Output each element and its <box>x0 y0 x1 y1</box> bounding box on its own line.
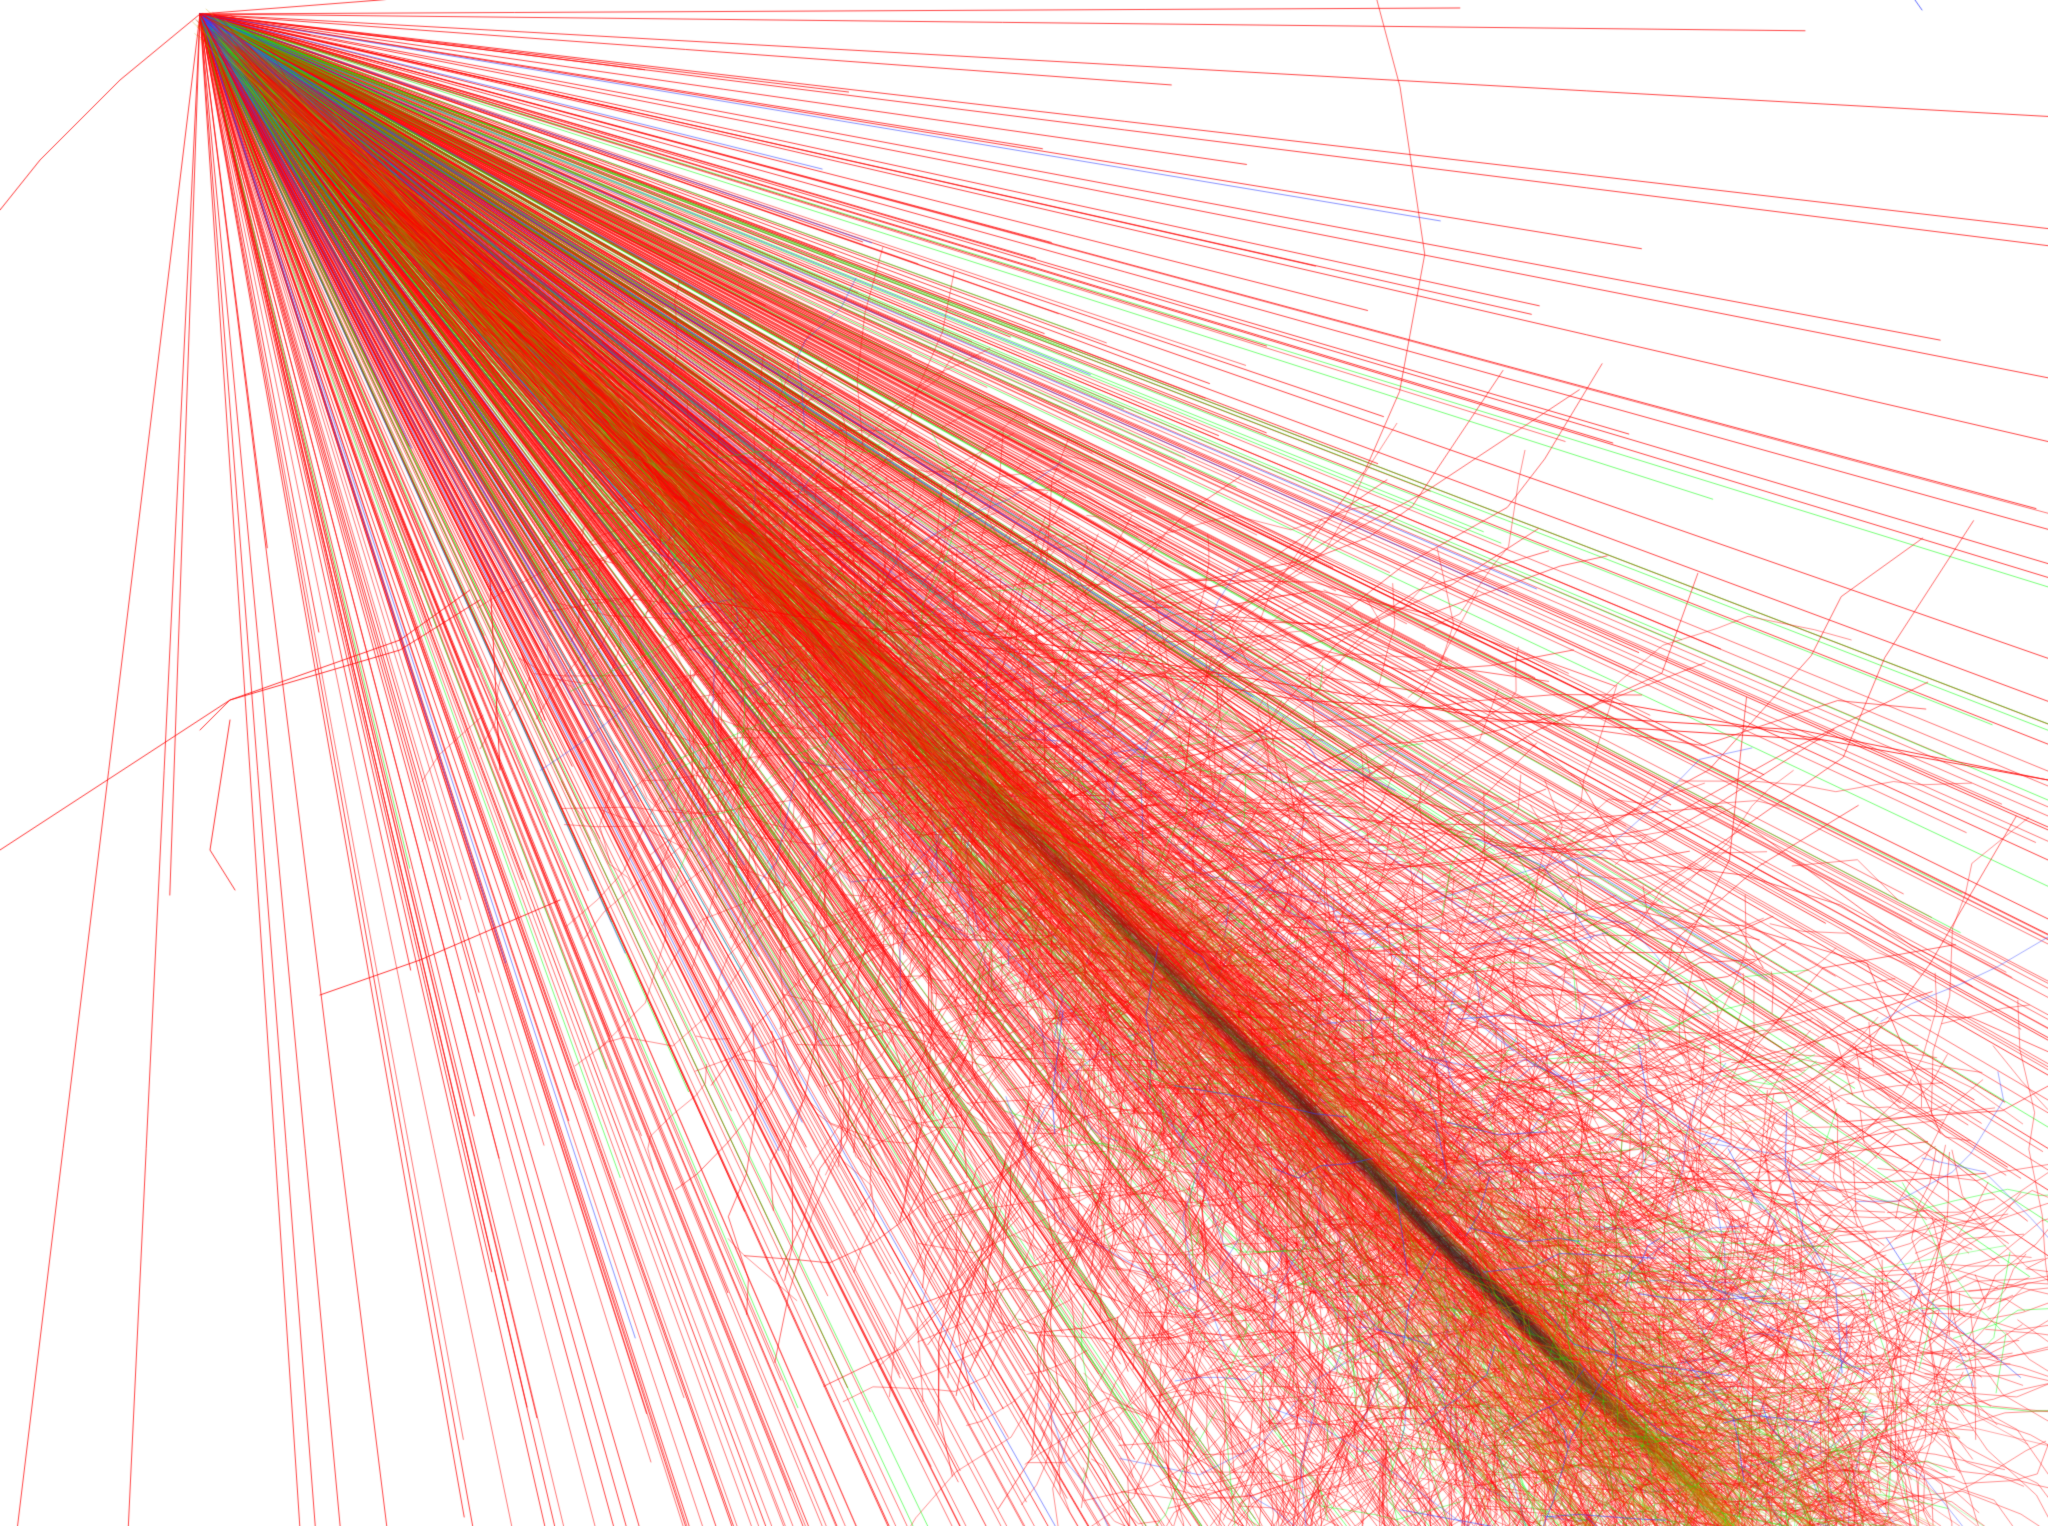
particle-shower-canvas[interactable] <box>0 0 2048 1526</box>
shower-viewport[interactable] <box>0 0 2048 1526</box>
